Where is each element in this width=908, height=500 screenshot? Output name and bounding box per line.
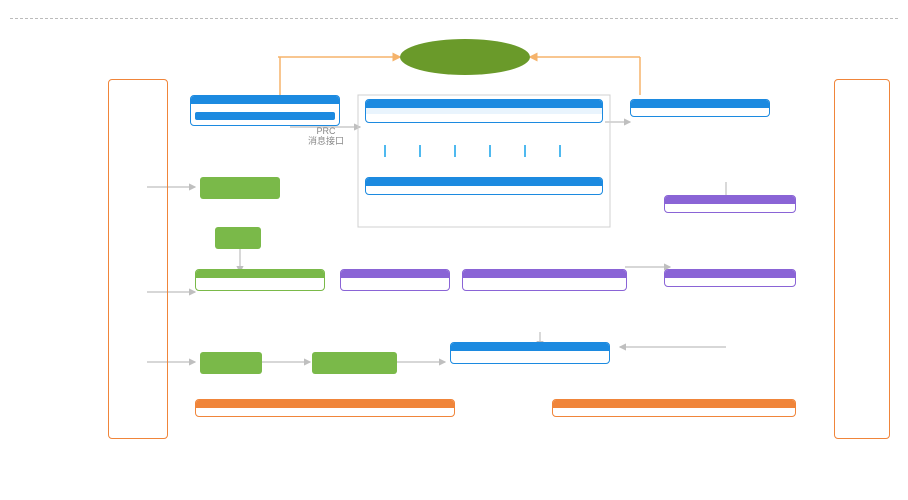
im-center [190, 95, 340, 126]
user-group-ellipse [400, 39, 530, 75]
divider [10, 18, 898, 19]
dump-node [200, 352, 262, 374]
security-center [552, 399, 796, 417]
ddl-node [215, 227, 261, 249]
dakadian-node [200, 177, 280, 199]
front-system [365, 99, 603, 123]
full-index-node [312, 352, 397, 374]
storage-system [195, 269, 325, 291]
cdn-cache [630, 99, 770, 117]
soa-center [462, 269, 627, 291]
image-system [664, 195, 796, 213]
prc-msg-label: PRC消息接口 [308, 127, 344, 147]
diagram-canvas: PRC消息接口 [0, 27, 908, 467]
data-share [664, 269, 796, 287]
back-system [365, 177, 603, 195]
third-party [340, 269, 450, 291]
page-title [0, 0, 908, 18]
config-center [195, 399, 455, 417]
search-engine [450, 342, 610, 364]
left-column [108, 79, 168, 439]
right-column [834, 79, 890, 439]
